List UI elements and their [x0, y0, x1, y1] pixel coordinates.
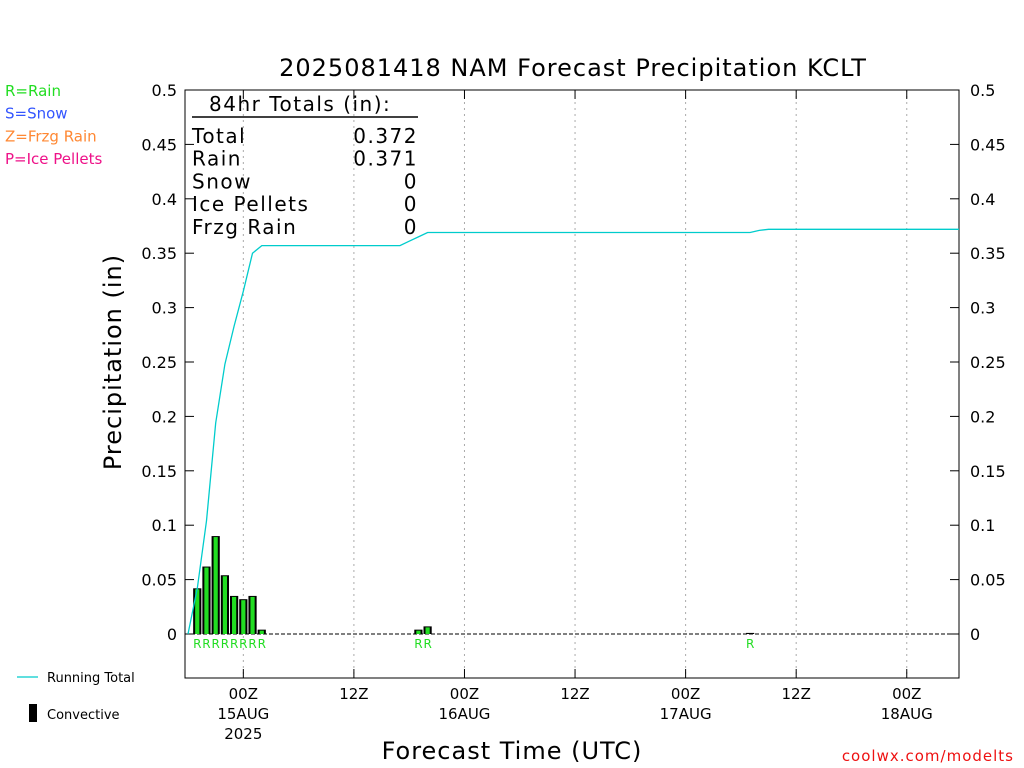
- totals-row-label: Ice Pellets: [192, 192, 309, 216]
- y-tick-label-left: 0.3: [152, 299, 177, 318]
- running-total-line: [187, 228, 959, 635]
- totals-row-value: 0: [404, 215, 418, 239]
- y-tick-label-left: 0.25: [141, 353, 177, 372]
- grid-lines: [242, 90, 908, 678]
- y-tick-label-left: 0.4: [152, 190, 177, 209]
- y-axis-right: 0 0.05 0.1 0.15 0.2 0.25 0.3 0.35 0.4 0.45 0.5: [950, 81, 1006, 644]
- totals-row-label: Snow: [192, 169, 252, 193]
- y-tick-label-right: 0.35: [970, 244, 1006, 263]
- x-tick-date: 18AUG: [881, 705, 933, 723]
- precip-bar-type-fill: [259, 630, 264, 634]
- x-tick-label: 00Z: [229, 685, 258, 703]
- precip-type-code: R: [414, 637, 422, 651]
- precip-bar-type-fill: [250, 596, 255, 634]
- x-axis: 00Z 15AUG 2025 12Z 00Z 16AUG 12Z 00Z 17AUG 12Z 00Z…: [217, 90, 933, 743]
- y-tick-label-right: 0.2: [970, 407, 995, 426]
- plot-frame: [184, 89, 960, 679]
- y-tick-label-right: 0.45: [970, 135, 1006, 154]
- type-code-legend-item: S=Snow: [5, 105, 68, 123]
- precip-bar-type-fill: [232, 596, 237, 634]
- precip-bar-type-fill: [195, 589, 200, 634]
- totals-row-value: 0.372: [353, 124, 418, 148]
- x-tick-label: 12Z: [339, 685, 368, 703]
- y-axis-label: Precipitation (in): [99, 254, 127, 470]
- y-tick-label-right: 0.4: [970, 190, 995, 209]
- type-code-legend-item: P=Ice Pellets: [5, 150, 102, 168]
- totals-box: 84hr Totals (in): Total 0.372 Rain 0.371 Sno…: [191, 92, 418, 239]
- series-legend: Running Total Convective: [17, 671, 135, 723]
- x-tick-label: 00Z: [671, 685, 700, 703]
- precip-bar: [746, 632, 755, 634]
- y-tick-label-right: 0: [970, 625, 980, 644]
- totals-row-label: Rain: [192, 147, 242, 171]
- precip-type-code: R: [746, 637, 754, 651]
- y-axis-left: 0 0.05 0.1 0.15 0.2 0.25 0.3 0.35 0.4 0.45 0.5: [141, 81, 194, 644]
- running-total-legend-label: Running Total: [47, 671, 135, 686]
- totals-row-label: Frzg Rain: [192, 215, 297, 239]
- watermark: coolwx.com/modelts: [842, 747, 1014, 765]
- precip-type-code: R: [258, 637, 266, 651]
- precip-type-code: R: [193, 637, 201, 651]
- x-tick-label: 12Z: [781, 685, 810, 703]
- precip-bar-type-fill: [204, 567, 209, 634]
- type-code-legend-item: Z=Frzg Rain: [5, 127, 97, 145]
- x-tick-label: 00Z: [450, 685, 479, 703]
- convective-legend-label: Convective: [47, 708, 120, 723]
- precip-bar-type-fill: [425, 627, 430, 634]
- type-code-legend: R=Rain S=Snow Z=Frzg Rain P=Ice Pellets: [5, 82, 102, 168]
- x-tick-date: 16AUG: [438, 705, 490, 723]
- convective-legend-swatch: [29, 704, 37, 722]
- y-tick-label-left: 0.2: [152, 407, 177, 426]
- precip-bar-type-fill: [213, 537, 218, 634]
- x-tick-year: 2025: [224, 725, 262, 743]
- y-tick-label-left: 0.5: [152, 81, 177, 100]
- precip-bars: [193, 536, 755, 634]
- totals-row-value: 0: [404, 169, 418, 193]
- totals-row-label: Total: [191, 124, 246, 148]
- precip-type-code: R: [221, 637, 229, 651]
- chart-title: 2025081418 NAM Forecast Precipitation KC…: [279, 54, 867, 82]
- y-tick-label-left: 0.05: [141, 571, 177, 590]
- y-tick-label-right: 0.1: [970, 516, 995, 535]
- y-tick-label-right: 0.25: [970, 353, 1006, 372]
- totals-row-value: 0.371: [353, 147, 418, 171]
- precip-bar-type-fill: [416, 630, 421, 634]
- precip-type-code: R: [230, 637, 238, 651]
- y-tick-label-right: 0.3: [970, 299, 995, 318]
- y-tick-label-right: 0.5: [970, 81, 995, 100]
- x-tick-label: 12Z: [560, 685, 589, 703]
- x-axis-label: Forecast Time (UTC): [382, 737, 643, 765]
- x-tick-date: 17AUG: [660, 705, 712, 723]
- y-tick-label-left: 0.15: [141, 462, 177, 481]
- precip-type-code: R: [239, 637, 247, 651]
- y-tick-label-right: 0.05: [970, 571, 1006, 590]
- totals-row-value: 0: [404, 192, 418, 216]
- type-code-legend-item: R=Rain: [5, 82, 61, 100]
- y-tick-label-left: 0.1: [152, 516, 177, 535]
- precip-type-code: R: [202, 637, 210, 651]
- precip-type-code: R: [423, 637, 431, 651]
- x-tick-date: 15AUG: [217, 705, 269, 723]
- precip-type-code: R: [212, 637, 220, 651]
- y-tick-label-left: 0.45: [141, 135, 177, 154]
- totals-heading: 84hr Totals (in):: [209, 92, 391, 116]
- precip-type-code: R: [248, 637, 256, 651]
- y-tick-label-right: 0.15: [970, 462, 1006, 481]
- precip-bar-type-fill: [222, 576, 228, 634]
- x-tick-label: 00Z: [892, 685, 921, 703]
- precip-bar-type-fill: [241, 600, 246, 634]
- y-tick-label-left: 0.35: [141, 244, 177, 263]
- y-tick-label-left: 0: [167, 625, 177, 644]
